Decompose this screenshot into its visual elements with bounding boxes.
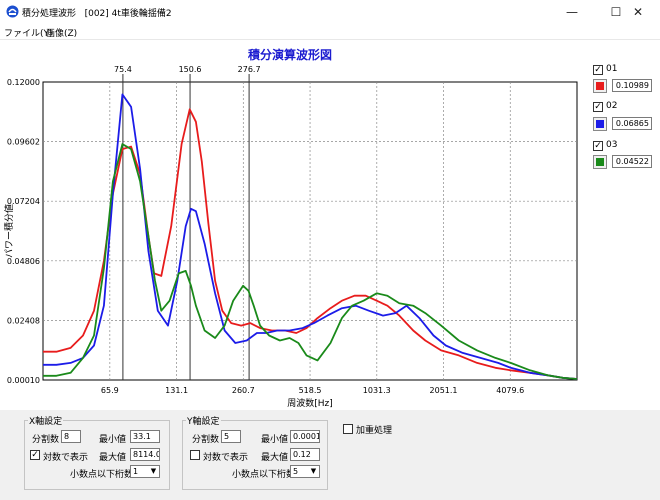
x-tick-label: 260.7	[232, 386, 255, 395]
series-02-value: 0.06865	[612, 117, 652, 130]
series-01-label: 01	[606, 64, 618, 74]
x-max-label: 最大値	[99, 453, 127, 463]
x-tick-label: 1031.3	[363, 386, 391, 395]
x-decimal-value: 1	[133, 467, 139, 476]
menu-file[interactable]: ファイル(Y)	[4, 29, 53, 39]
marker-label: 150.6	[179, 65, 202, 74]
series-01-checkbox[interactable]: ✓	[593, 65, 603, 75]
weighted-label: 加重処理	[356, 426, 393, 436]
x-decimal-select[interactable]: 1 ▼	[130, 465, 160, 478]
app-icon	[6, 5, 19, 18]
chevron-down-icon: ▼	[150, 467, 157, 475]
y-divisions-label: 分割数	[192, 435, 220, 445]
grid	[43, 82, 577, 380]
close-button[interactable]: ✕	[632, 5, 644, 19]
series-02-line	[43, 93, 578, 380]
minimize-button[interactable]: —	[566, 5, 578, 19]
x-settings-group	[24, 420, 170, 490]
x-tick-label: 2051.1	[430, 386, 458, 395]
series-03-line	[43, 143, 578, 380]
series-02-checkbox[interactable]: ✓	[593, 102, 603, 112]
y-divisions-input[interactable]: 5	[221, 430, 241, 443]
x-min-input[interactable]: 33.1	[130, 430, 160, 443]
title-bar[interactable]: 積分処理波形 [002] 4t車後輪揺備2 — ☐ ✕	[0, 0, 660, 24]
x-tick-label: 4079.6	[496, 386, 524, 395]
y-decimal-label: 小数点以下桁数	[232, 470, 296, 480]
series-01-color-button[interactable]	[593, 79, 607, 93]
y-min-input[interactable]: 0.0001	[290, 430, 320, 443]
y-settings-group	[182, 420, 328, 490]
y-tick-label: 0.07204	[7, 197, 40, 206]
window-title: 積分処理波形 [002] 4t車後輪揺備2	[22, 9, 172, 19]
series-03-color-button[interactable]	[593, 155, 607, 169]
y-log-checkbox[interactable]	[190, 450, 200, 460]
x-divisions-input[interactable]: 8	[61, 430, 81, 443]
series-02-label: 02	[606, 101, 618, 111]
y-settings-legend: Y軸設定	[186, 414, 221, 427]
x-min-label: 最小値	[99, 435, 127, 445]
x-tick-label: 131.1	[165, 386, 188, 395]
menu-image[interactable]: 画像(Z)	[46, 29, 78, 39]
x-decimal-label: 小数点以下桁数	[70, 470, 134, 480]
y-tick-label: 0.09602	[7, 138, 40, 147]
chart-title: 積分演算波形図	[247, 47, 332, 62]
y-axis-label: パワー積分値	[3, 204, 15, 258]
marker-label: 75.4	[114, 65, 132, 74]
marker-label: 276.7	[238, 65, 261, 74]
x-axis-label: 周波数[Hz]	[287, 397, 333, 409]
x-max-input[interactable]: 8114.0	[130, 448, 160, 461]
maximize-button[interactable]: ☐	[610, 5, 622, 19]
series-03-value: 0.04522	[612, 155, 652, 168]
series-03-checkbox[interactable]: ✓	[593, 141, 603, 151]
series-02-swatch	[596, 120, 604, 128]
y-tick-label: 0.04806	[7, 257, 40, 266]
y-max-input[interactable]: 0.12	[290, 448, 320, 461]
axis-ticks: 65.9 131.1 260.7 518.5 1031.3 2051.1 4079.6 0.0…	[7, 78, 524, 395]
y-tick-label: 0.00010	[7, 376, 40, 385]
y-tick-label: 0.02408	[7, 316, 40, 325]
chart: 積分演算波形図 65.9 131.1 260.7 518.5 1031.3 2051.1 4…	[0, 40, 660, 410]
y-max-label: 最大値	[261, 453, 289, 463]
y-min-label: 最小値	[261, 435, 289, 445]
series-03-label: 03	[606, 140, 618, 150]
y-log-label: 対数で表示	[203, 453, 249, 463]
y-decimal-value: 5	[293, 467, 299, 476]
menu-bar: ファイル(Y) 画像(Z)	[0, 24, 660, 40]
series-03-swatch	[596, 158, 604, 166]
series-01-value: 0.10989	[612, 79, 652, 92]
weighted-checkbox[interactable]	[343, 424, 353, 434]
series-02-color-button[interactable]	[593, 117, 607, 131]
x-settings-legend: X軸設定	[28, 414, 64, 427]
chevron-down-icon: ▼	[310, 467, 317, 475]
x-tick-label: 65.9	[101, 386, 119, 395]
y-decimal-select[interactable]: 5 ▼	[290, 465, 320, 478]
x-divisions-label: 分割数	[32, 435, 60, 445]
y-tick-label: 0.12000	[7, 78, 40, 87]
x-log-checkbox[interactable]: ✓	[30, 450, 40, 460]
x-tick-label: 518.5	[299, 386, 322, 395]
series-lines	[43, 93, 578, 380]
frequency-markers: 75.4 150.6 276.7	[114, 65, 261, 380]
x-log-label: 対数で表示	[43, 453, 89, 463]
series-01-line	[43, 108, 578, 380]
series-01-swatch	[596, 82, 604, 90]
